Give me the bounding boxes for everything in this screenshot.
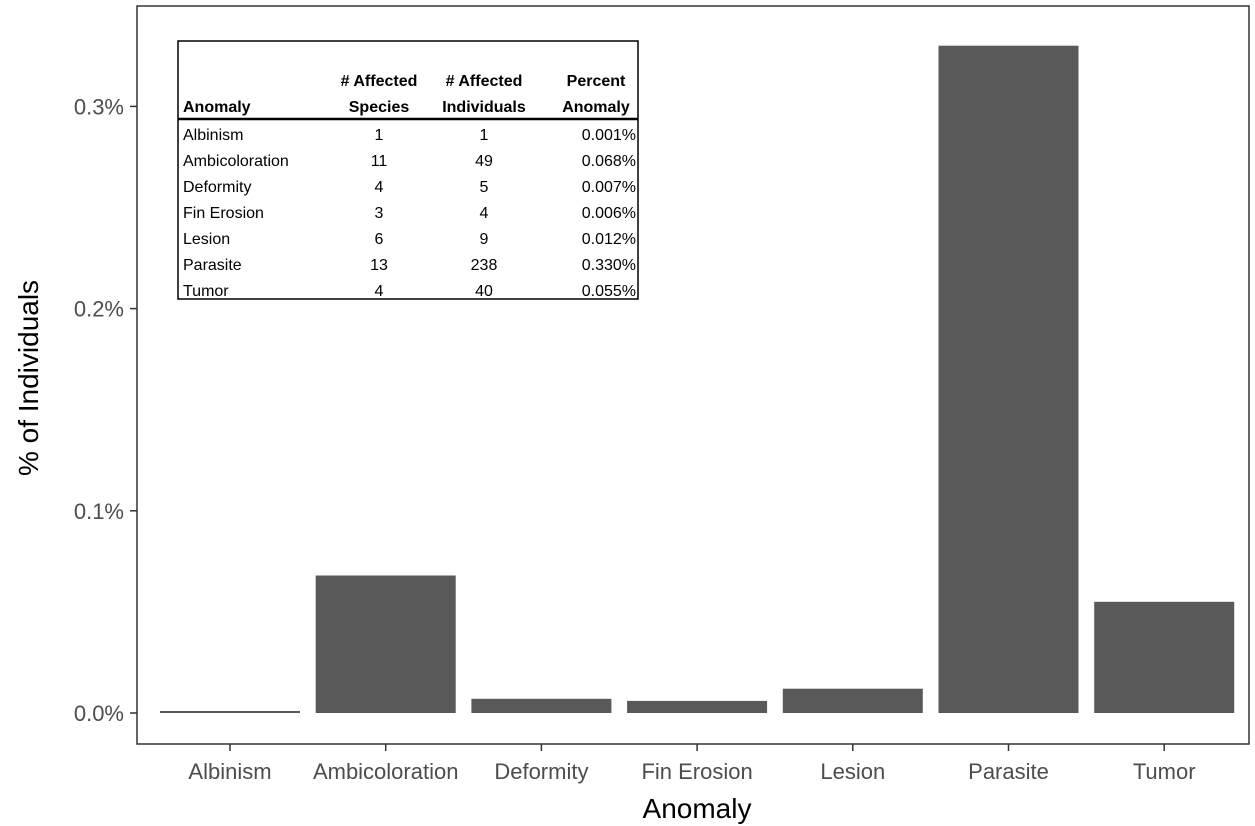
inset-cell: 3 <box>375 205 384 222</box>
y-tick-label: 0.2% <box>74 297 124 322</box>
x-tick-label: Tumor <box>1133 759 1196 784</box>
inset-table-border <box>177 40 639 300</box>
inset-cell: 11 <box>371 153 388 170</box>
x-tick-label: Parasite <box>968 759 1049 784</box>
y-tick-label: 0.1% <box>74 499 124 524</box>
inset-cell: 0.068% <box>582 153 636 170</box>
inset-cell: 1 <box>375 127 384 144</box>
x-tick-label: Albinism <box>188 759 271 784</box>
inset-cell: Lesion <box>183 231 230 248</box>
inset-cell: 4 <box>375 179 384 196</box>
inset-cell: 13 <box>370 257 388 274</box>
x-tick-label: Ambicoloration <box>313 759 459 784</box>
inset-cell: 0.001% <box>582 127 636 144</box>
inset-cell: 0.055% <box>582 283 636 300</box>
bar-lesion <box>782 688 923 713</box>
inset-header-cell: Percent <box>567 73 626 90</box>
inset-cell: Tumor <box>183 283 229 300</box>
bar-deformity <box>471 698 612 713</box>
y-axis-title: % of Individuals <box>13 280 44 476</box>
inset-header-cell: Species <box>349 99 410 116</box>
x-tick-label: Lesion <box>820 759 885 784</box>
inset-cell: 40 <box>475 283 493 300</box>
inset-cell: Albinism <box>183 127 243 144</box>
inset-cell: 9 <box>480 231 489 248</box>
inset-header-cell: # Affected <box>341 73 418 90</box>
bar-ambicoloration <box>315 575 456 713</box>
inset-cell: 5 <box>480 179 489 196</box>
inset-table: Anomaly # Affected Species # Affected Indivi… <box>177 40 639 300</box>
y-tick-label: 0.3% <box>74 94 124 119</box>
bar-albinism <box>160 711 300 713</box>
inset-cell: 0.330% <box>582 257 636 274</box>
inset-cell: 0.006% <box>582 205 636 222</box>
inset-cell: 49 <box>475 153 493 170</box>
x-tick-label: Deformity <box>494 759 588 784</box>
inset-cell: 0.007% <box>582 179 636 196</box>
inset-cell: Parasite <box>183 257 242 274</box>
inset-header-cell: Anomaly <box>183 99 251 116</box>
inset-cell: 238 <box>471 257 498 274</box>
bar-tumor <box>1094 601 1235 713</box>
y-tick-label: 0.0% <box>74 701 124 726</box>
inset-cell: 0.012% <box>582 231 636 248</box>
x-axis-title: Anomaly <box>643 793 752 824</box>
y-axis: 0.0% 0.1% 0.2% 0.3% <box>74 94 137 726</box>
x-tick-label: Fin Erosion <box>641 759 752 784</box>
inset-cell: 4 <box>480 205 489 222</box>
inset-header-cell: Individuals <box>442 99 526 116</box>
inset-cell: 6 <box>375 231 384 248</box>
inset-cell: 1 <box>480 127 489 144</box>
bar-parasite <box>938 45 1079 713</box>
x-axis: Albinism Ambicoloration Deformity Fin Erosi… <box>188 744 1196 784</box>
bar-fin-erosion <box>627 700 768 713</box>
inset-cell: 4 <box>375 283 384 300</box>
bars-group <box>160 45 1235 713</box>
inset-header-cell: # Affected <box>446 73 523 90</box>
inset-cell: Deformity <box>183 179 251 196</box>
inset-header-cell: Anomaly <box>562 99 630 116</box>
inset-cell: Ambicoloration <box>183 153 289 170</box>
inset-cell: Fin Erosion <box>183 205 264 222</box>
